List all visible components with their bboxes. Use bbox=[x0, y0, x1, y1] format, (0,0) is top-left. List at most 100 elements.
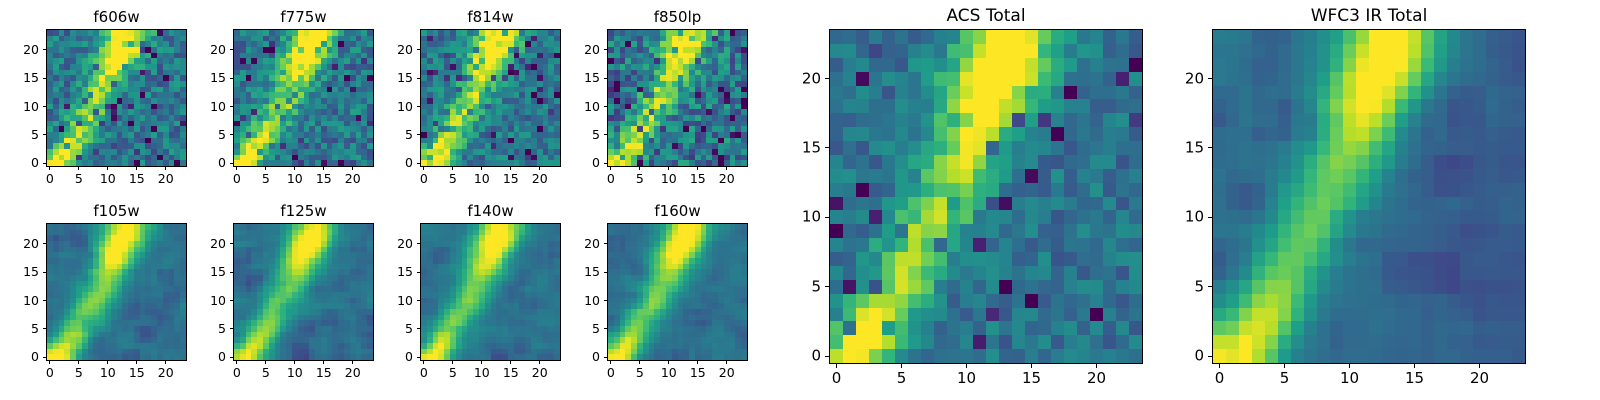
x-tick bbox=[452, 360, 454, 364]
y-tick bbox=[417, 356, 421, 358]
x-tick-label: 10 bbox=[99, 365, 116, 380]
heatmap-canvas bbox=[47, 224, 186, 360]
y-tick-label: 0 bbox=[405, 348, 413, 364]
y-tick bbox=[825, 355, 830, 357]
x-tick bbox=[236, 360, 238, 364]
y-tick bbox=[825, 286, 830, 288]
panel-title: f125w bbox=[280, 202, 327, 220]
y-tick-label: 20 bbox=[397, 235, 413, 251]
y-tick bbox=[43, 271, 47, 273]
y-tick-label: 10 bbox=[584, 292, 600, 308]
y-tick bbox=[417, 162, 421, 164]
x-tick-label: 15 bbox=[128, 365, 145, 380]
panel-f105w: f105w 0 5 10 15 20 0 5 10 15 20 bbox=[23, 202, 187, 379]
y-tick-label: 15 bbox=[584, 263, 600, 279]
x-tick bbox=[452, 166, 454, 170]
y-tick-label: 10 bbox=[801, 207, 821, 226]
y-tick bbox=[825, 147, 830, 149]
x-tick bbox=[1031, 363, 1032, 368]
x-tick bbox=[1219, 363, 1220, 368]
x-tick bbox=[1096, 363, 1097, 368]
x-tick-label: 0 bbox=[606, 365, 615, 380]
x-tick bbox=[423, 166, 425, 170]
y-tick bbox=[43, 106, 47, 107]
x-tick bbox=[726, 166, 728, 170]
x-tick-label: 15 bbox=[689, 171, 706, 186]
x-tick-label: 20 bbox=[531, 171, 548, 186]
x-tick-label: 20 bbox=[1469, 369, 1490, 387]
x-tick-label: 5 bbox=[448, 171, 457, 186]
x-tick bbox=[294, 360, 296, 364]
x-tick-label: 0 bbox=[606, 171, 615, 186]
y-tick-label: 10 bbox=[584, 98, 600, 114]
x-tick bbox=[539, 166, 541, 170]
y-tick bbox=[1208, 286, 1213, 288]
y-tick-label: 0 bbox=[1194, 346, 1204, 365]
x-tick bbox=[836, 363, 837, 368]
x-tick-label: 20 bbox=[718, 365, 735, 380]
panel-f140w: f140w 0 5 10 15 20 0 5 10 15 20 bbox=[397, 202, 561, 379]
x-tick bbox=[323, 360, 325, 364]
y-tick-label: 0 bbox=[811, 346, 821, 365]
y-tick-label: 15 bbox=[210, 263, 226, 279]
x-tick-label: 10 bbox=[286, 171, 303, 186]
y-tick-label: 20 bbox=[210, 235, 226, 251]
y-tick bbox=[43, 49, 47, 51]
heatmap-canvas bbox=[421, 224, 560, 360]
x-tick bbox=[726, 360, 728, 364]
y-tick bbox=[604, 106, 608, 107]
x-tick bbox=[352, 166, 354, 170]
x-tick-label: 15 bbox=[128, 171, 145, 186]
y-tick bbox=[230, 106, 234, 107]
x-tick-label: 15 bbox=[689, 365, 706, 380]
heatmap-canvas bbox=[234, 30, 373, 166]
y-tick bbox=[604, 271, 608, 273]
x-tick bbox=[481, 166, 483, 170]
y-tick bbox=[43, 243, 47, 245]
x-tick bbox=[481, 360, 483, 364]
x-tick-label: 5 bbox=[74, 365, 83, 380]
x-tick-label: 10 bbox=[660, 365, 677, 380]
heatmap-canvas bbox=[234, 224, 373, 360]
y-tick-label: 0 bbox=[31, 154, 39, 170]
x-tick-label: 10 bbox=[286, 365, 303, 380]
x-tick bbox=[352, 360, 354, 364]
y-tick-label: 5 bbox=[405, 126, 413, 142]
y-tick bbox=[825, 216, 830, 218]
y-tick bbox=[604, 300, 608, 301]
x-tick bbox=[265, 166, 267, 170]
panel-f850lp: f850lp 0 5 10 15 20 0 5 10 15 20 bbox=[584, 8, 748, 185]
x-tick-label: 15 bbox=[502, 365, 519, 380]
heatmap-canvas bbox=[608, 224, 747, 360]
x-tick bbox=[1284, 363, 1285, 368]
x-tick-label: 10 bbox=[660, 171, 677, 186]
y-tick bbox=[417, 49, 421, 51]
panel-acs-total: ACS Total 0 5 10 15 20 0 5 10 15 20 bbox=[802, 6, 1143, 386]
y-tick-label: 15 bbox=[210, 69, 226, 85]
y-tick bbox=[43, 77, 47, 79]
y-tick bbox=[43, 300, 47, 301]
x-tick bbox=[697, 360, 699, 364]
y-tick bbox=[417, 328, 421, 330]
panel-title: f140w bbox=[467, 202, 514, 220]
x-tick-label: 5 bbox=[1279, 369, 1290, 387]
x-tick-label: 15 bbox=[315, 171, 332, 186]
panel-f775w: f775w 0 5 10 15 20 0 5 10 15 20 bbox=[210, 8, 374, 185]
panel-title: f814w bbox=[467, 8, 514, 26]
y-tick bbox=[230, 77, 234, 79]
x-tick bbox=[901, 363, 902, 368]
x-tick-label: 0 bbox=[1214, 369, 1225, 387]
x-tick-label: 10 bbox=[99, 171, 116, 186]
x-tick-label: 20 bbox=[157, 171, 174, 186]
y-tick-label: 10 bbox=[210, 98, 226, 114]
x-tick-label: 15 bbox=[315, 365, 332, 380]
y-tick bbox=[1208, 78, 1213, 80]
panel-f125w: f125w 0 5 10 15 20 0 5 10 15 20 bbox=[210, 202, 374, 379]
heatmap-canvas bbox=[608, 30, 747, 166]
y-tick bbox=[43, 162, 47, 164]
y-tick-label: 20 bbox=[23, 235, 39, 251]
y-tick bbox=[604, 49, 608, 51]
y-tick-label: 10 bbox=[397, 292, 413, 308]
x-tick-label: 0 bbox=[419, 171, 428, 186]
x-tick-label: 15 bbox=[1404, 369, 1425, 387]
